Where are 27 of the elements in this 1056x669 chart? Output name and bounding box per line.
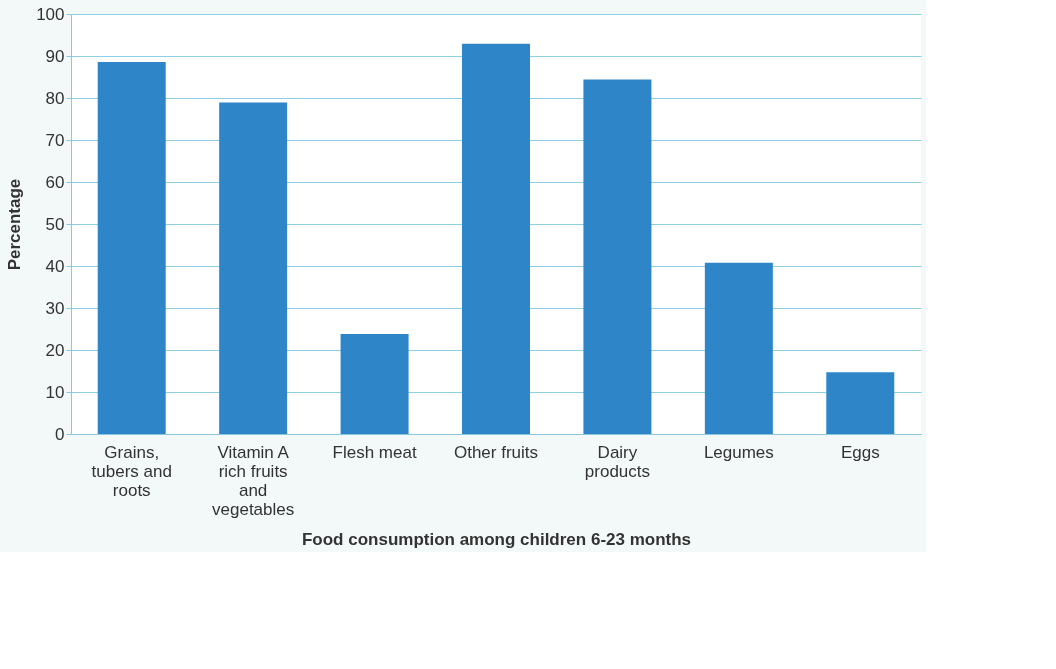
x-tick-label: Eggs <box>840 442 880 462</box>
bar <box>219 102 288 434</box>
x-tick-label: Other fruits <box>453 442 539 462</box>
x-axis-title: Food consumption among children 6-23 months <box>301 529 692 549</box>
y-tick-label: 70 <box>45 130 65 150</box>
x-tick-label: Flesh meat <box>332 442 417 462</box>
x-tick-label: Grains, tubers and roots <box>91 442 172 500</box>
y-tick-label: 80 <box>45 88 65 108</box>
bar <box>97 61 166 434</box>
y-tick-label: 50 <box>45 214 65 234</box>
bar <box>826 372 895 434</box>
bar <box>583 79 652 434</box>
y-tick-label: 20 <box>45 340 65 360</box>
y-axis-title: Percentage <box>5 178 25 271</box>
x-tick-label: Vitamin A rich fruits and vegetables <box>212 442 295 519</box>
bar <box>340 334 409 434</box>
y-tick-label: 100 <box>36 4 65 24</box>
bar <box>704 262 773 434</box>
y-tick-label: 30 <box>45 298 65 318</box>
bar <box>462 43 530 434</box>
y-tick-label: 60 <box>45 172 65 192</box>
y-tick-label: 10 <box>45 382 65 402</box>
y-tick-label: 40 <box>45 256 65 276</box>
x-tick-label: Legumes <box>703 442 774 462</box>
y-tick-label: 0 <box>55 424 65 444</box>
x-tick-label: Dairy products <box>584 442 651 481</box>
y-tick-label: 90 <box>45 46 65 66</box>
